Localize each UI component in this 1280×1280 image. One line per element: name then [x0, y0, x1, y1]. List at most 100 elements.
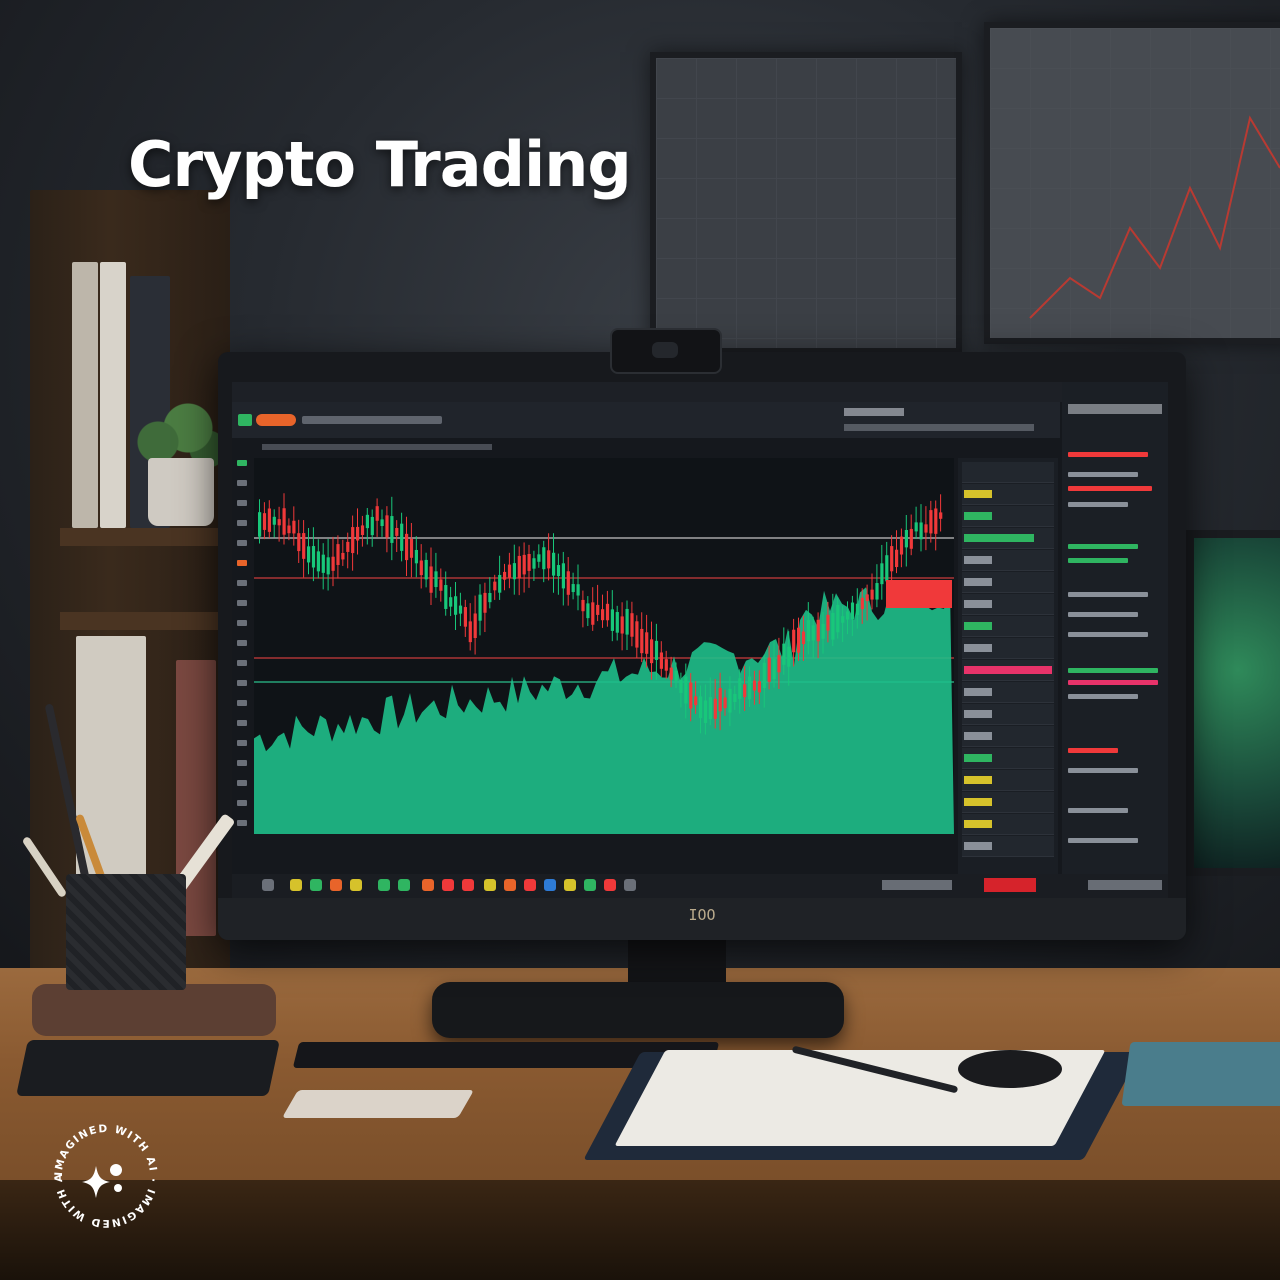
screen-topbar [232, 382, 1168, 402]
app-icon [238, 414, 252, 426]
taskbar-icon[interactable] [262, 879, 274, 891]
candle [419, 560, 423, 576]
candle [581, 599, 585, 612]
tool-icon[interactable] [237, 660, 247, 666]
tool-icon[interactable] [237, 560, 247, 566]
candle [880, 563, 884, 585]
taskbar-alert[interactable] [984, 878, 1036, 892]
order-book-row [962, 770, 1054, 791]
market-row [1068, 486, 1152, 491]
tool-icon[interactable] [237, 620, 247, 626]
order-book-row [962, 682, 1054, 703]
candle [875, 583, 879, 600]
desk-card [281, 1090, 475, 1118]
tool-icon[interactable] [237, 820, 247, 826]
candle [483, 592, 487, 613]
candle [752, 680, 757, 691]
candle [390, 516, 394, 543]
tool-icon[interactable] [237, 540, 247, 546]
tool-icon[interactable] [237, 580, 247, 586]
candle [316, 551, 320, 572]
tool-icon[interactable] [237, 720, 247, 726]
taskbar-icon[interactable] [544, 879, 556, 891]
candle [351, 527, 355, 554]
tool-icon[interactable] [237, 700, 247, 706]
tool-icon[interactable] [237, 800, 247, 806]
order-book-row [962, 484, 1054, 505]
candle [473, 613, 477, 639]
candle [806, 620, 810, 642]
tool-icon[interactable] [237, 780, 247, 786]
order-book-row [962, 572, 1054, 593]
market-row [1068, 632, 1148, 637]
taskbar-icon[interactable] [524, 879, 536, 891]
tool-icon[interactable] [237, 500, 247, 506]
candle [287, 525, 291, 534]
taskbar-icon[interactable] [310, 879, 322, 891]
candle [767, 657, 771, 682]
notebook [16, 1040, 280, 1096]
taskbar-icon[interactable] [398, 879, 410, 891]
candle [395, 527, 399, 536]
candle [748, 676, 752, 700]
timeframe-buttons[interactable] [262, 444, 492, 450]
candle [439, 579, 443, 591]
candle [620, 616, 624, 634]
tool-icon[interactable] [237, 600, 247, 606]
candle [811, 625, 815, 641]
taskbar-icon[interactable] [422, 879, 434, 891]
taskbar-icon[interactable] [378, 879, 390, 891]
tool-icon[interactable] [237, 520, 247, 526]
taskbar-icon[interactable] [504, 879, 516, 891]
candle [610, 609, 614, 631]
webcam-lens [652, 342, 678, 358]
candle [841, 616, 845, 623]
candle [821, 623, 825, 639]
order-book-row [962, 638, 1054, 659]
market-row [1068, 748, 1118, 753]
desk-edge [0, 1180, 1280, 1280]
tool-icon[interactable] [237, 760, 247, 766]
order-book-row [962, 462, 1054, 483]
candle [939, 512, 943, 519]
price-readout [844, 408, 904, 416]
price-chart[interactable] [254, 458, 954, 834]
candle [718, 688, 722, 712]
candle [885, 555, 889, 582]
toolbar-pill[interactable] [256, 414, 296, 426]
candle [674, 670, 678, 681]
tool-icon[interactable] [237, 680, 247, 686]
taskbar-icon[interactable] [462, 879, 474, 891]
order-book-row [962, 836, 1054, 857]
tool-icon[interactable] [237, 460, 247, 466]
taskbar-icon[interactable] [330, 879, 342, 891]
candle [522, 554, 526, 575]
candle [836, 604, 840, 633]
candle [826, 614, 830, 631]
taskbar-icon[interactable] [350, 879, 362, 891]
taskbar-icon[interactable] [584, 879, 596, 891]
candle [537, 554, 541, 562]
taskbar-icon[interactable] [604, 879, 616, 891]
taskbar-icon[interactable] [564, 879, 576, 891]
candle [586, 603, 590, 619]
candle [262, 513, 267, 530]
taskbar-icon[interactable] [442, 879, 454, 891]
taskbar-icon[interactable] [290, 879, 302, 891]
candle [591, 602, 595, 625]
taskbar-icon[interactable] [624, 879, 636, 891]
taskbar-icon[interactable] [484, 879, 496, 891]
candle [292, 520, 296, 534]
candle [267, 508, 271, 532]
candle [449, 597, 453, 607]
tool-icon[interactable] [237, 640, 247, 646]
candle [429, 566, 433, 593]
candle [532, 558, 536, 569]
candle [816, 619, 820, 642]
side-monitor [1186, 530, 1280, 876]
candle [434, 571, 438, 588]
candle [478, 594, 482, 621]
tool-icon[interactable] [237, 740, 247, 746]
tool-icon[interactable] [237, 480, 247, 486]
candle [370, 516, 374, 536]
